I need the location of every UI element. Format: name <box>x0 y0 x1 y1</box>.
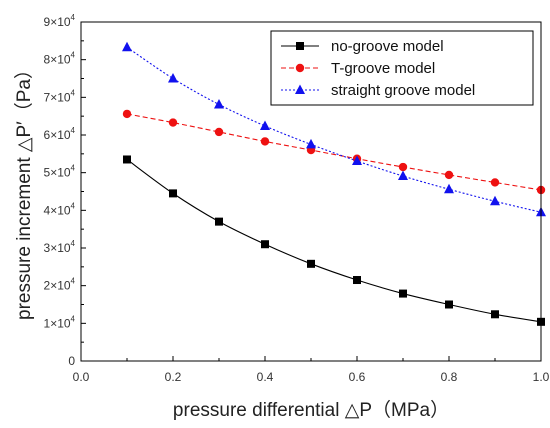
y-tick-exponent: 4 <box>71 201 76 210</box>
y-tick-mantissa: 0 <box>68 354 75 368</box>
data-point <box>444 183 454 194</box>
y-tick-label: 6×104 <box>44 126 76 142</box>
series-3 <box>122 41 546 217</box>
y-axis-title: pressure increment △P′（Pa） <box>13 60 35 320</box>
x-tick-label: 0.2 <box>165 370 182 384</box>
data-point <box>261 240 269 249</box>
data-point <box>491 310 499 319</box>
y-tick-mantissa: 2×10 <box>44 279 71 293</box>
data-point <box>398 170 408 181</box>
y-tick-label: 9×104 <box>44 13 76 29</box>
data-point <box>122 109 132 119</box>
data-point <box>214 98 224 109</box>
y-tick-mantissa: 7×10 <box>44 90 71 104</box>
legend-marker <box>295 84 305 94</box>
x-tick-label: 0.4 <box>257 370 274 384</box>
data-point <box>444 170 454 180</box>
y-tick-mantissa: 6×10 <box>44 128 71 142</box>
data-point <box>168 73 178 83</box>
y-tick-label: 5×104 <box>44 164 76 180</box>
data-point <box>352 155 362 165</box>
x-tick-label: 1.0 <box>533 370 550 384</box>
y-tick-mantissa: 9×10 <box>44 15 71 29</box>
x-tick-label: 0.8 <box>441 370 458 384</box>
y-tick-mantissa: 1×10 <box>44 316 71 330</box>
data-point <box>398 162 408 172</box>
y-tick-exponent: 4 <box>71 126 76 135</box>
data-point <box>399 289 407 298</box>
series-line <box>126 159 542 323</box>
data-point <box>353 276 361 285</box>
y-tick-mantissa: 5×10 <box>44 166 71 180</box>
data-point <box>490 178 500 187</box>
legend-label: straight groove model <box>331 82 475 99</box>
data-point <box>306 138 316 149</box>
data-point <box>168 118 178 127</box>
y-tick-exponent: 4 <box>71 164 76 173</box>
y-tick-label: 3×104 <box>44 239 76 255</box>
data-point <box>260 120 270 130</box>
legend-marker <box>296 42 304 50</box>
x-tick-label: 0.0 <box>73 370 90 384</box>
legend-label: T-groove model <box>331 60 435 77</box>
y-tick-label: 1×104 <box>44 314 76 330</box>
y-tick-label: 2×104 <box>44 277 76 293</box>
y-tick-exponent: 4 <box>71 239 76 248</box>
data-point <box>490 195 500 206</box>
x-tick-label: 0.6 <box>349 370 366 384</box>
y-tick-mantissa: 3×10 <box>44 241 71 255</box>
data-point <box>215 217 223 226</box>
y-tick-exponent: 4 <box>71 277 76 286</box>
legend-label: no-groove model <box>331 38 444 55</box>
y-tick-label: 7×104 <box>44 88 76 104</box>
y-tick-label: 8×104 <box>44 51 76 67</box>
series-line <box>126 113 542 191</box>
series-1 <box>123 155 545 326</box>
y-tick-mantissa: 4×10 <box>44 203 71 217</box>
data-point <box>307 259 315 268</box>
legend-marker <box>295 63 305 73</box>
data-point <box>214 127 224 137</box>
y-tick-label: 0 <box>68 354 75 368</box>
y-tick-exponent: 4 <box>71 88 76 97</box>
y-tick-label: 4×104 <box>44 201 76 217</box>
y-tick-mantissa: 8×10 <box>44 53 71 67</box>
y-tick-exponent: 4 <box>71 13 76 22</box>
data-point <box>445 300 453 309</box>
data-point <box>260 137 270 146</box>
series-line <box>126 46 542 213</box>
y-tick-exponent: 4 <box>71 314 76 323</box>
x-axis-title: pressure differential △P（MPa） <box>173 399 449 421</box>
data-point <box>169 189 177 198</box>
data-point <box>122 41 132 52</box>
data-point <box>123 155 131 164</box>
series-2 <box>122 109 546 195</box>
y-tick-exponent: 4 <box>71 51 76 60</box>
